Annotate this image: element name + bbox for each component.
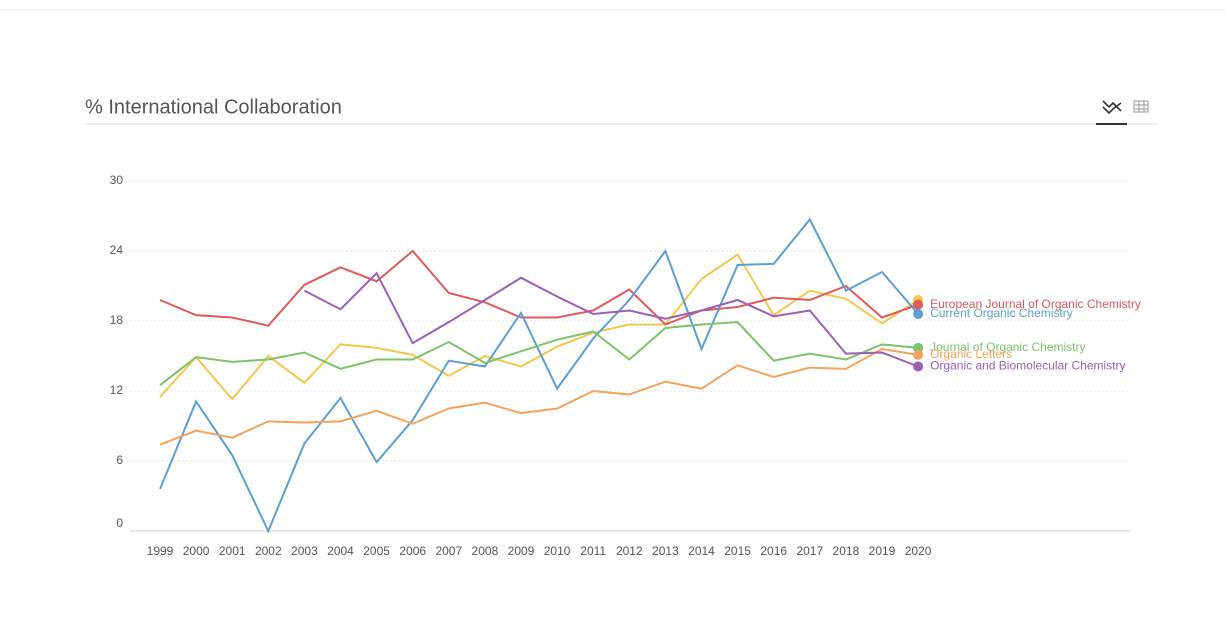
series-line [159,253,919,401]
x-tick-label: 2006 [399,544,426,558]
x-tick-label: 2013 [652,544,679,558]
chart-view-button[interactable] [1096,100,1127,125]
x-tick-label: 2019 [869,544,896,558]
x-tick-label: 2004 [327,544,354,558]
series-line [159,217,919,534]
legend-label: Journal of Organic Chemistry [930,340,1085,354]
x-tick-label: 2018 [833,544,860,558]
x-tick-label: 2011 [580,544,606,558]
y-tick-label: 12 [110,383,124,397]
legend-marker [913,361,924,372]
x-tick-label: 2015 [724,544,751,558]
series-line [159,249,919,327]
series-line [159,321,919,386]
legend-label: European Journal of Organic Chemistry [930,297,1141,311]
legend-marker [913,309,924,319]
legend-label: Current Organic Chemistry [930,306,1073,320]
x-tick-label: 2001 [219,544,246,558]
series-line [159,347,919,446]
y-tick-label: 30 [110,173,124,187]
x-tick-label: 2017 [796,544,823,558]
x-tick-label: 2012 [616,544,643,558]
legend-marker [913,299,924,310]
x-tick-label: 2020 [905,544,932,558]
x-tick-label: 2003 [291,544,318,558]
x-tick-label: 2000 [183,544,210,558]
legend-marker [913,342,924,353]
x-tick-label: 2002 [255,544,282,558]
x-tick-label: 2008 [472,544,499,558]
x-tick-label: 1999 [147,544,174,558]
x-tick-label: 2007 [435,544,462,558]
table-view-button[interactable] [1133,100,1149,113]
legend-label: Organic and Biomolecular Chemistry [930,359,1125,373]
x-tick-label: 2009 [508,544,535,558]
y-tick-label: 6 [116,453,123,467]
y-tick-label: 0 [116,516,123,530]
y-tick-label: 18 [110,313,124,327]
x-tick-label: 2014 [688,544,715,558]
x-tick-label: 2005 [363,544,390,558]
x-tick-label: 2016 [760,544,787,558]
chart-title: % International Collaboration [85,96,342,118]
y-tick-label: 24 [110,243,124,257]
series-line [303,271,919,368]
x-tick-label: 2010 [544,544,571,558]
legend-label: Organic Letters [930,347,1012,361]
legend-marker [913,349,924,360]
